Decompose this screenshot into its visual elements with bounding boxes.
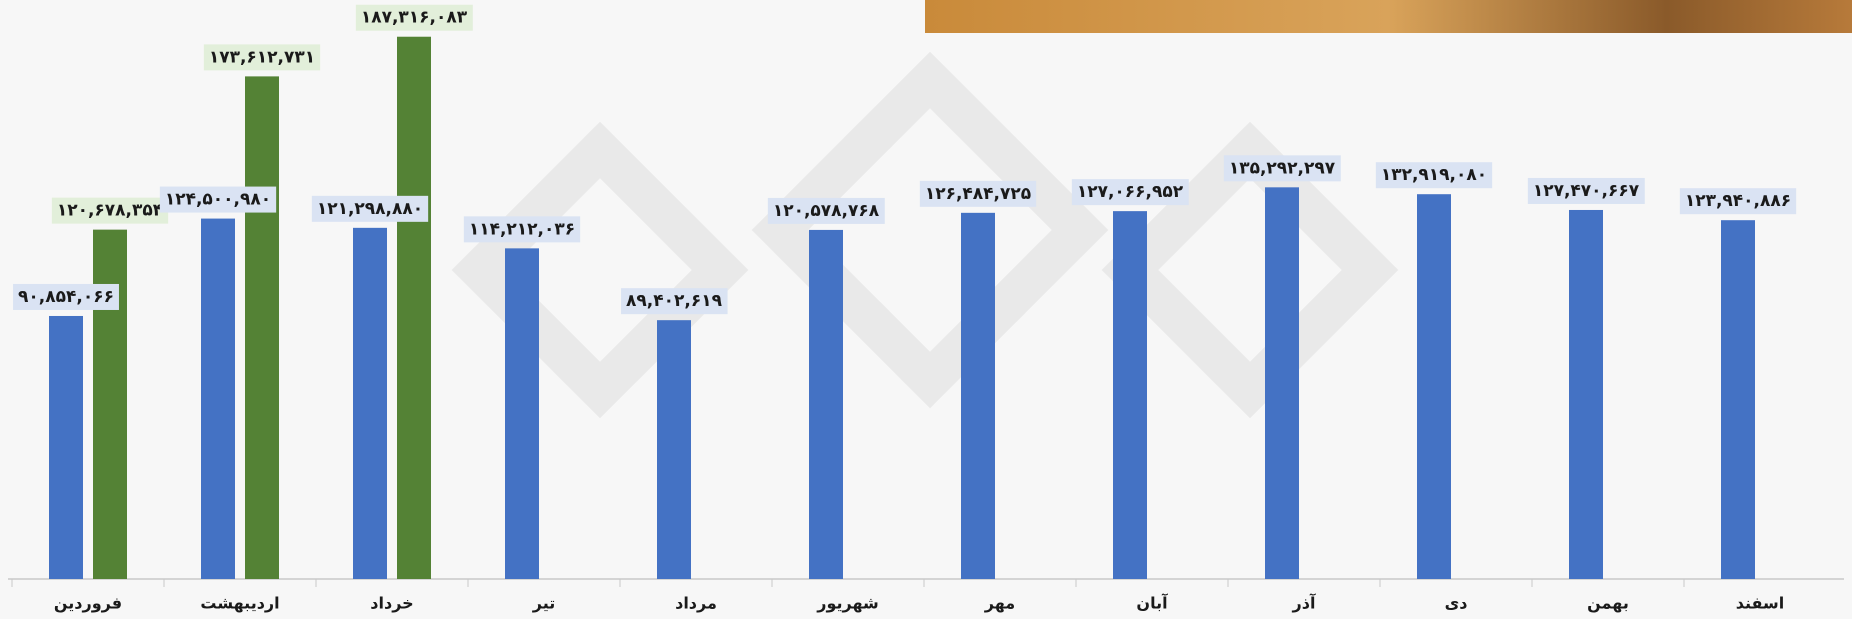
- value-label: ۱۲۱,۲۹۸,۸۸۰: [317, 199, 423, 219]
- header-photo: [925, 0, 1852, 33]
- value-label-box: [1679, 188, 1797, 215]
- value-label-box: [203, 44, 321, 71]
- value-label: ۱۲۰,۶۷۸,۳۵۴: [57, 201, 163, 221]
- bar: [505, 248, 539, 580]
- x-tick-label: مهر: [984, 594, 1015, 613]
- value-label: ۸۹,۴۰۲,۶۱۹: [626, 291, 723, 311]
- value-label-box: [1071, 179, 1189, 206]
- value-label-box: [13, 283, 119, 310]
- value-label-box: [767, 197, 885, 224]
- value-label: ۱۲۰,۵۷۸,۷۶۸: [773, 201, 880, 221]
- x-tick-label: بهمن: [1587, 594, 1629, 613]
- value-label: ۱۳۲,۹۱۹,۰۸۰: [1381, 165, 1487, 185]
- value-label-box: [1375, 162, 1493, 189]
- bar: [353, 227, 387, 580]
- x-tick-label: آذر: [1292, 593, 1316, 613]
- value-label: ۱۳۵,۲۹۲,۲۹۷: [1229, 158, 1336, 178]
- value-label: ۱۱۴,۲۱۲,۰۳۶: [469, 219, 575, 239]
- x-tick-label: اردیبهشت: [200, 594, 279, 613]
- value-label: ۱۲۳,۹۴۰,۸۸۶: [1685, 191, 1791, 211]
- bar: [201, 218, 235, 580]
- x-tick-label: فروردین: [54, 594, 122, 613]
- bar: [1721, 220, 1755, 579]
- x-tick-label: خرداد: [370, 594, 413, 613]
- x-tick-label: اسفند: [1736, 594, 1785, 613]
- value-label-box: [463, 216, 581, 243]
- x-tick-label: دی: [1445, 594, 1468, 613]
- value-label: ۱۷۳,۶۱۲,۷۳۱: [209, 47, 315, 67]
- value-label-box: [1223, 155, 1341, 182]
- x-tick-label: مرداد: [675, 594, 717, 613]
- value-label: ۱۲۷,۴۷۰,۶۶۷: [1533, 181, 1640, 201]
- value-label: ۱۲۴,۵۰۰,۹۸۰: [165, 190, 271, 210]
- value-label: ۱۸۷,۳۱۶,۰۸۳: [361, 8, 468, 28]
- bar: [1417, 194, 1451, 579]
- value-label-box: [159, 186, 277, 213]
- value-label-box: [919, 180, 1037, 207]
- bar: [49, 315, 83, 579]
- value-label-box: [621, 288, 728, 315]
- value-label: ۱۲۶,۴۸۴,۷۲۵: [925, 184, 1031, 204]
- bar: [245, 76, 279, 579]
- bar: [397, 36, 431, 579]
- bar: [657, 320, 691, 579]
- value-label-box: [311, 195, 429, 222]
- bar: [809, 229, 843, 579]
- value-label-box: [51, 197, 169, 224]
- x-tick-label: تیر: [532, 594, 556, 613]
- value-label: ۱۲۷,۰۶۶,۹۵۲: [1077, 182, 1184, 202]
- bar: [93, 229, 127, 579]
- value-label-box: [1527, 177, 1645, 204]
- value-label-box: [355, 4, 473, 31]
- value-label: ۹۰,۸۵۴,۰۶۶: [18, 287, 114, 307]
- bar: [1113, 211, 1147, 579]
- bar: [1569, 209, 1603, 579]
- bar: [961, 212, 995, 579]
- bar: [1265, 187, 1299, 579]
- x-tick-label: آبان: [1136, 593, 1168, 613]
- x-tick-label: شهریور: [816, 594, 879, 613]
